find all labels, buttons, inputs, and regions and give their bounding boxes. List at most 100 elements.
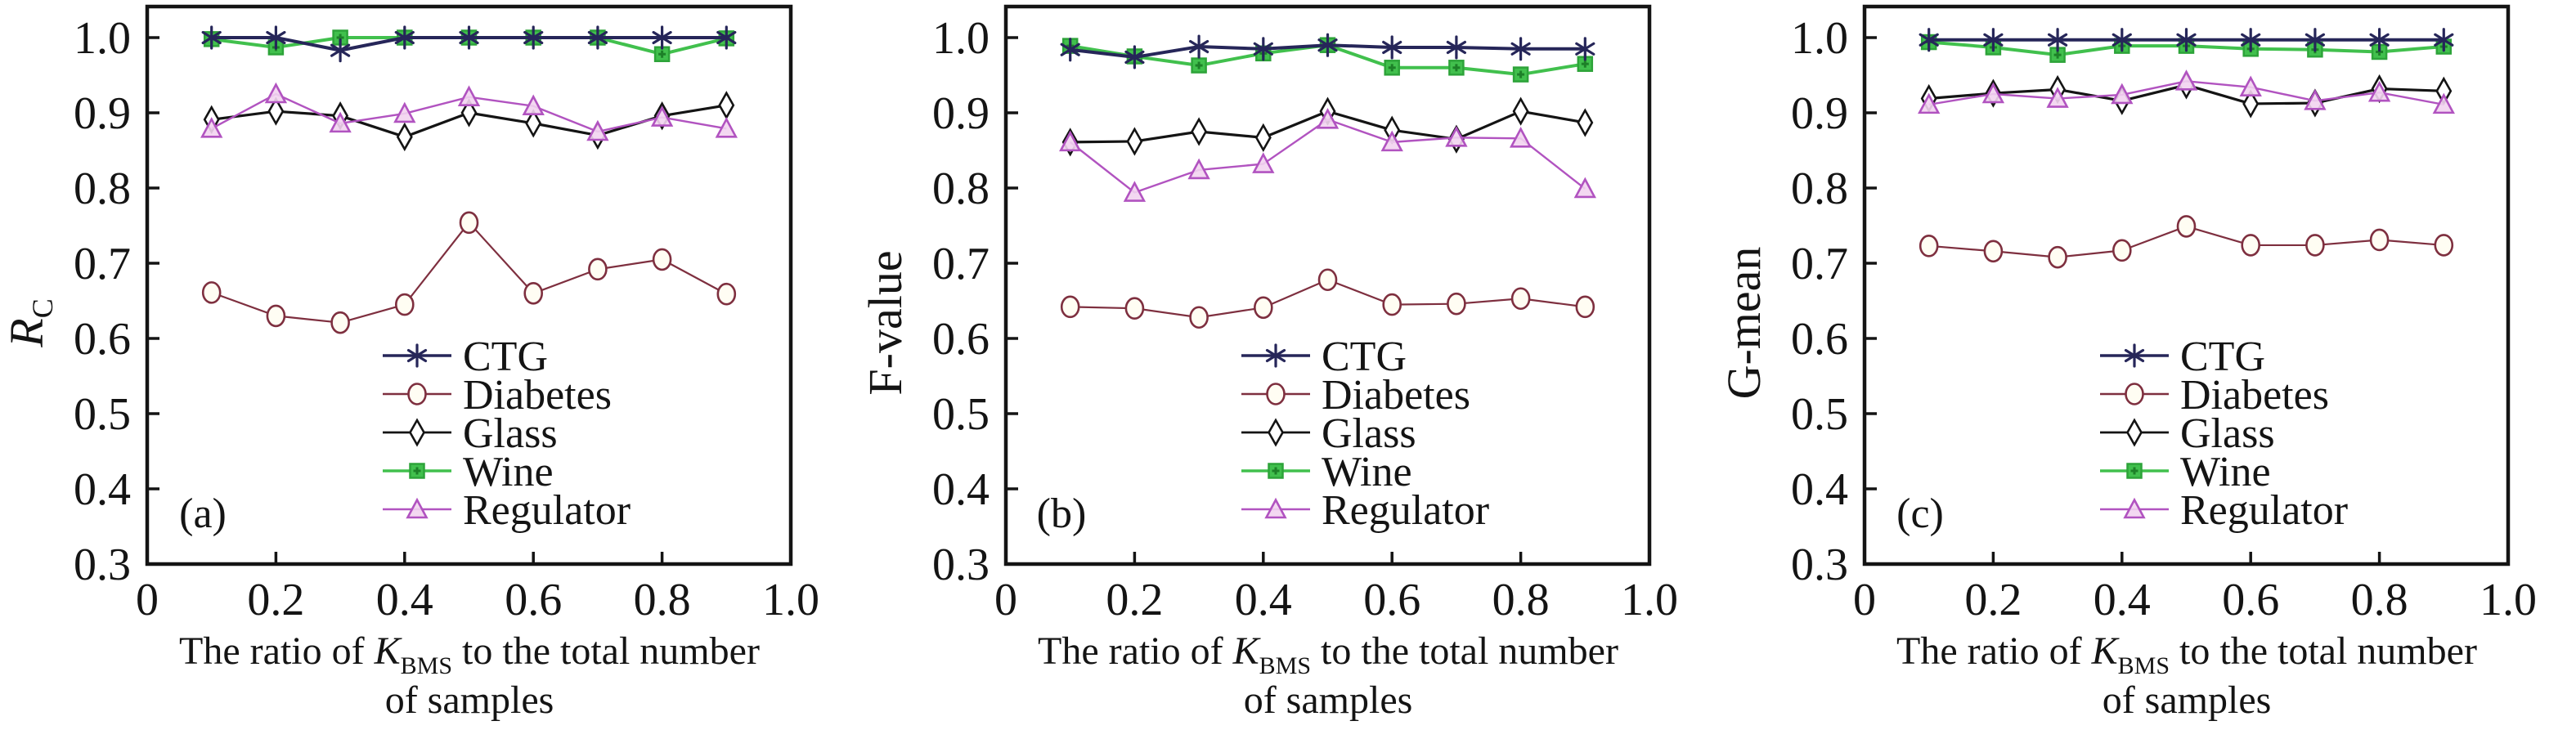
asterisk-marker bbox=[406, 343, 428, 368]
diamond-marker bbox=[2126, 418, 2143, 447]
x-tick-label: 1.0 bbox=[2480, 575, 2537, 625]
circle-marker bbox=[1983, 240, 2004, 263]
x-axis-ticks: 0 0.2 0.4 0.6 0.8 1.0 bbox=[994, 552, 1678, 625]
series-markers-regulator bbox=[1059, 108, 1596, 202]
legend-label: Glass bbox=[1322, 410, 1416, 457]
y-tick-label: 1.0 bbox=[932, 13, 990, 64]
triangle-marker bbox=[1981, 82, 2005, 104]
asterisk-marker bbox=[266, 25, 286, 50]
plot-border bbox=[1003, 4, 1652, 567]
circle-marker bbox=[1382, 293, 1402, 316]
circle-marker bbox=[1447, 292, 1466, 316]
triangle-marker bbox=[457, 85, 481, 106]
x-tick-label: 0.4 bbox=[376, 575, 433, 625]
square-marker-cross bbox=[1388, 64, 1396, 72]
y-axis-ticks: 0.3 0.4 0.5 0.6 0.7 0.8 0.9 1.0 bbox=[74, 13, 159, 590]
circle-marker bbox=[2048, 245, 2067, 269]
square-marker-cross bbox=[1517, 70, 1525, 78]
circle-marker bbox=[523, 281, 544, 305]
legend-label: Glass bbox=[463, 410, 558, 457]
triangle-marker bbox=[1380, 130, 1403, 152]
y-tick-label: 1.0 bbox=[74, 13, 131, 64]
diamond-marker bbox=[267, 96, 285, 126]
series-markers-diabetes bbox=[1060, 268, 1595, 329]
circle-marker bbox=[1575, 295, 1595, 319]
asterisk-marker bbox=[2048, 28, 2068, 52]
circle-marker bbox=[1253, 296, 1273, 320]
series-markers-ctg bbox=[1060, 33, 1595, 69]
legend-item-glass: Glass bbox=[383, 410, 558, 457]
y-tick-label: 0.6 bbox=[1791, 314, 1848, 365]
asterisk-marker bbox=[1382, 35, 1402, 60]
circle-marker bbox=[588, 258, 608, 281]
y-tick-label: 0.4 bbox=[1791, 464, 1848, 515]
asterisk-marker bbox=[1510, 37, 1531, 61]
legend-item-glass: Glass bbox=[2100, 410, 2275, 457]
x-tick-label: 0.6 bbox=[505, 575, 562, 625]
triangle-marker bbox=[522, 94, 545, 116]
x-tick-label: 0.6 bbox=[2222, 575, 2279, 625]
diamond-marker bbox=[1512, 96, 1529, 126]
y-tick-label: 0.3 bbox=[74, 540, 131, 590]
asterisk-marker bbox=[1919, 28, 1939, 52]
circle-marker bbox=[2125, 383, 2144, 405]
x-tick-label: 0 bbox=[136, 575, 159, 625]
x-axis-label-line2: of samples bbox=[1244, 678, 1413, 722]
asterisk-marker bbox=[1317, 33, 1338, 57]
triangle-marker bbox=[2304, 89, 2327, 110]
circle-marker bbox=[2241, 234, 2261, 257]
triangle-marker bbox=[650, 105, 674, 127]
diamond-marker bbox=[2242, 89, 2260, 119]
triangle-marker bbox=[586, 119, 609, 141]
diamond-marker bbox=[1577, 108, 1594, 137]
y-axis-ticks: 0.3 0.4 0.5 0.6 0.7 0.8 0.9 1.0 bbox=[932, 13, 1018, 590]
legend-item-wine: Wine bbox=[2100, 449, 2271, 495]
asterisk-marker bbox=[394, 25, 415, 50]
asterisk-marker bbox=[2304, 28, 2326, 52]
triangle-marker bbox=[1918, 92, 1941, 114]
legend-item-wine: Wine bbox=[383, 449, 554, 495]
diamond-marker bbox=[460, 98, 478, 128]
diamond-marker bbox=[525, 109, 542, 138]
series-markers-regulator bbox=[200, 82, 738, 141]
series-markers-ctg bbox=[1919, 28, 2454, 52]
y-tick-label: 1.0 bbox=[1791, 13, 1848, 64]
x-axis-ticks: 0 0.2 0.4 0.6 0.8 1.0 bbox=[136, 552, 819, 625]
triangle-marker bbox=[1123, 181, 1147, 202]
x-tick-label: 0 bbox=[1853, 575, 1876, 625]
y-tick-label: 0.8 bbox=[1791, 163, 1848, 214]
triangle-marker bbox=[406, 497, 429, 519]
x-tick-label: 0.2 bbox=[1964, 575, 2022, 625]
y-tick-label: 0.3 bbox=[1791, 540, 1848, 590]
triangle-marker bbox=[715, 117, 738, 138]
legend-label: Regulator bbox=[2180, 487, 2348, 534]
triangle-marker bbox=[1264, 497, 1287, 519]
y-tick-label: 0.6 bbox=[932, 314, 990, 365]
asterisk-marker bbox=[1189, 34, 1209, 59]
y-tick-label: 0.6 bbox=[74, 314, 131, 365]
diamond-marker bbox=[409, 418, 425, 447]
circle-marker bbox=[330, 311, 350, 334]
series-markers-glass bbox=[1061, 96, 1594, 157]
panel-label: (b) bbox=[1037, 490, 1087, 537]
legend-item-diabetes: Diabetes bbox=[1241, 372, 1470, 419]
circle-marker bbox=[407, 383, 427, 405]
square-marker-cross bbox=[1195, 61, 1203, 69]
series-markers-regulator bbox=[1918, 69, 2455, 114]
y-axis-label: G-mean bbox=[1717, 247, 1770, 400]
circle-marker bbox=[2369, 228, 2390, 252]
circle-marker bbox=[1919, 235, 1939, 258]
square-marker-cross bbox=[413, 467, 421, 475]
legend-label: Regulator bbox=[463, 487, 631, 534]
y-tick-label: 0.8 bbox=[932, 163, 990, 214]
asterisk-marker bbox=[459, 25, 479, 50]
legend-item-diabetes: Diabetes bbox=[383, 372, 612, 419]
y-tick-label: 0.9 bbox=[74, 88, 131, 139]
legend-label: CTG bbox=[1322, 334, 1407, 380]
x-axis-label-line1: The ratio of KBMS to the total number bbox=[1896, 629, 2477, 679]
legend-item-wine: Wine bbox=[1241, 449, 1412, 495]
legend-item-regulator: Regulator bbox=[1241, 487, 1489, 534]
x-axis-label-line2: of samples bbox=[385, 678, 554, 722]
